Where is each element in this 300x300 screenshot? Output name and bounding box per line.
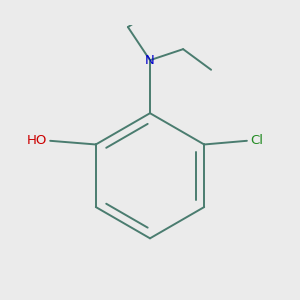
Text: Cl: Cl xyxy=(250,134,263,147)
Text: N: N xyxy=(145,54,155,67)
Text: HO: HO xyxy=(27,134,47,147)
